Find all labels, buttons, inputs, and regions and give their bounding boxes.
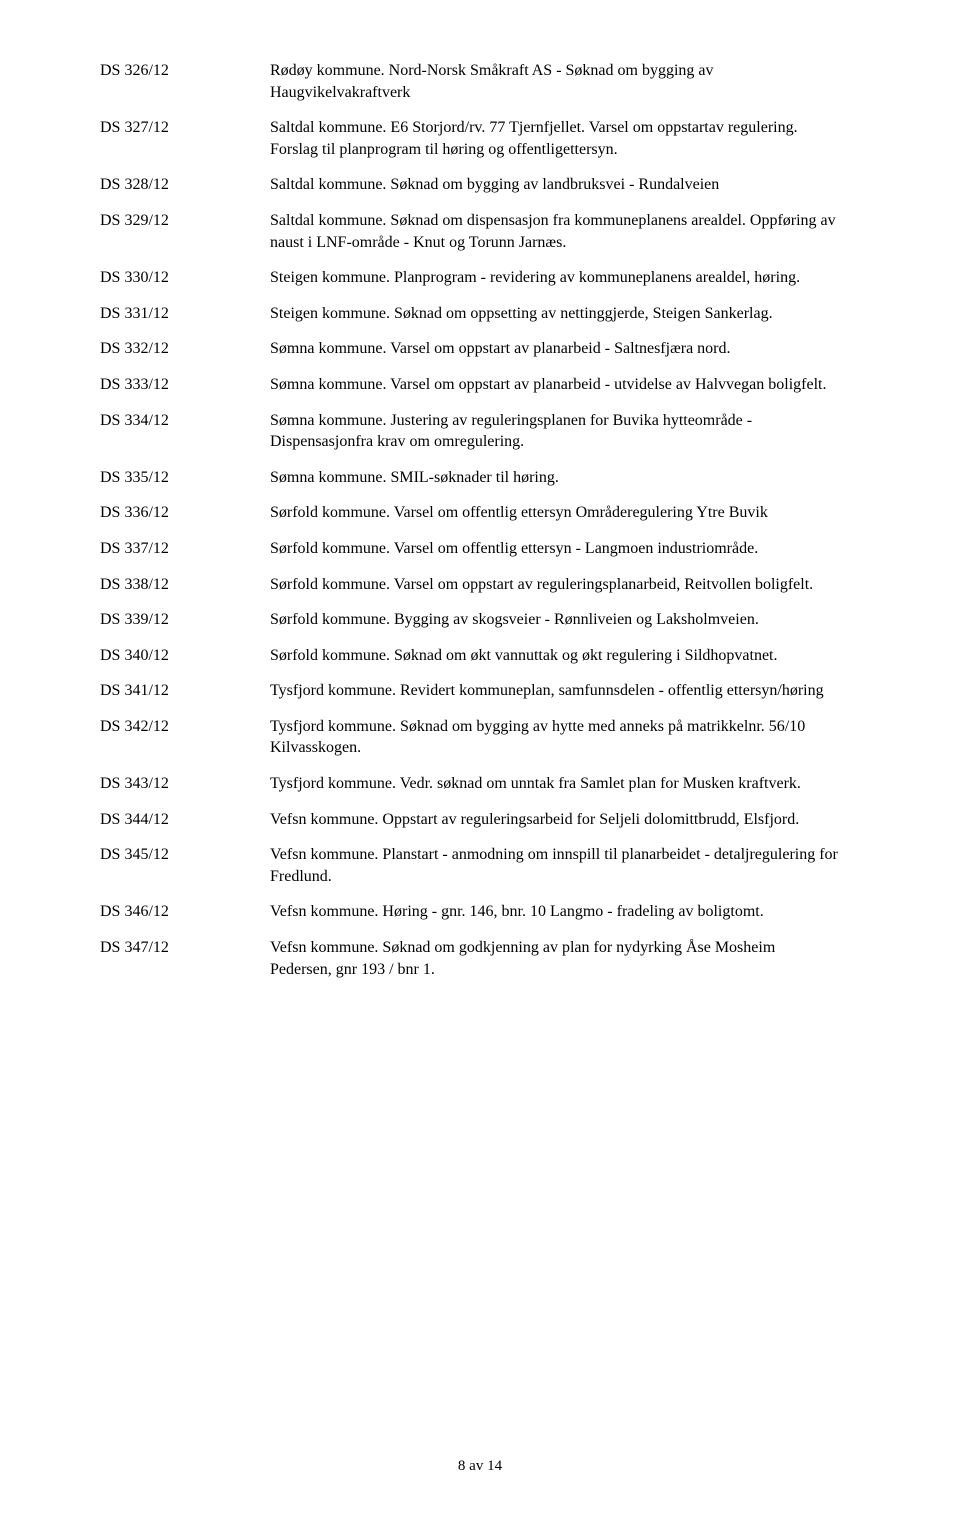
row-id: DS 338/12 bbox=[100, 574, 270, 596]
row-id: DS 340/12 bbox=[100, 645, 270, 667]
row-description: Vefsn kommune. Planstart - anmodning om … bbox=[270, 844, 860, 887]
row-id: DS 341/12 bbox=[100, 680, 270, 702]
row-id: DS 343/12 bbox=[100, 773, 270, 795]
row-description: Rødøy kommune. Nord-Norsk Småkraft AS - … bbox=[270, 60, 860, 103]
table-row: DS 327/12Saltdal kommune. E6 Storjord/rv… bbox=[100, 117, 860, 160]
row-description: Sømna kommune. Varsel om oppstart av pla… bbox=[270, 374, 860, 396]
row-description: Tysfjord kommune. Revidert kommuneplan, … bbox=[270, 680, 860, 702]
table-row: DS 330/12Steigen kommune. Planprogram - … bbox=[100, 267, 860, 289]
page-footer: 8 av 14 bbox=[0, 1456, 960, 1476]
row-description: Sørfold kommune. Varsel om oppstart av r… bbox=[270, 574, 860, 596]
row-description: Tysfjord kommune. Vedr. søknad om unntak… bbox=[270, 773, 860, 795]
table-row: DS 326/12Rødøy kommune. Nord-Norsk Småkr… bbox=[100, 60, 860, 103]
row-id: DS 334/12 bbox=[100, 410, 270, 432]
row-id: DS 328/12 bbox=[100, 174, 270, 196]
table-row: DS 347/12Vefsn kommune. Søknad om godkje… bbox=[100, 937, 860, 980]
row-id: DS 329/12 bbox=[100, 210, 270, 232]
row-description: Saltdal kommune. E6 Storjord/rv. 77 Tjer… bbox=[270, 117, 860, 160]
row-id: DS 333/12 bbox=[100, 374, 270, 396]
row-id: DS 336/12 bbox=[100, 502, 270, 524]
table-row: DS 342/12Tysfjord kommune. Søknad om byg… bbox=[100, 716, 860, 759]
table-row: DS 333/12Sømna kommune. Varsel om oppsta… bbox=[100, 374, 860, 396]
table-row: DS 329/12Saltdal kommune. Søknad om disp… bbox=[100, 210, 860, 253]
row-id: DS 326/12 bbox=[100, 60, 270, 82]
row-description: Sørfold kommune. Varsel om offentlig ett… bbox=[270, 538, 860, 560]
document-rows: DS 326/12Rødøy kommune. Nord-Norsk Småkr… bbox=[100, 60, 860, 980]
row-description: Vefsn kommune. Oppstart av reguleringsar… bbox=[270, 809, 860, 831]
table-row: DS 328/12Saltdal kommune. Søknad om bygg… bbox=[100, 174, 860, 196]
table-row: DS 334/12Sømna kommune. Justering av reg… bbox=[100, 410, 860, 453]
row-description: Saltdal kommune. Søknad om bygging av la… bbox=[270, 174, 860, 196]
row-id: DS 335/12 bbox=[100, 467, 270, 489]
row-id: DS 331/12 bbox=[100, 303, 270, 325]
table-row: DS 339/12Sørfold kommune. Bygging av sko… bbox=[100, 609, 860, 631]
row-description: Sørfold kommune. Søknad om økt vannuttak… bbox=[270, 645, 860, 667]
table-row: DS 345/12Vefsn kommune. Planstart - anmo… bbox=[100, 844, 860, 887]
row-description: Vefsn kommune. Høring - gnr. 146, bnr. 1… bbox=[270, 901, 860, 923]
row-id: DS 347/12 bbox=[100, 937, 270, 959]
row-description: Steigen kommune. Søknad om oppsetting av… bbox=[270, 303, 860, 325]
table-row: DS 338/12Sørfold kommune. Varsel om opps… bbox=[100, 574, 860, 596]
table-row: DS 331/12Steigen kommune. Søknad om opps… bbox=[100, 303, 860, 325]
row-description: Sømna kommune. Varsel om oppstart av pla… bbox=[270, 338, 860, 360]
table-row: DS 335/12Sømna kommune. SMIL-søknader ti… bbox=[100, 467, 860, 489]
row-id: DS 339/12 bbox=[100, 609, 270, 631]
table-row: DS 344/12Vefsn kommune. Oppstart av regu… bbox=[100, 809, 860, 831]
row-id: DS 337/12 bbox=[100, 538, 270, 560]
table-row: DS 341/12Tysfjord kommune. Revidert komm… bbox=[100, 680, 860, 702]
row-description: Steigen kommune. Planprogram - reviderin… bbox=[270, 267, 860, 289]
row-description: Saltdal kommune. Søknad om dispensasjon … bbox=[270, 210, 860, 253]
row-description: Tysfjord kommune. Søknad om bygging av h… bbox=[270, 716, 860, 759]
row-id: DS 327/12 bbox=[100, 117, 270, 139]
row-id: DS 344/12 bbox=[100, 809, 270, 831]
row-description: Sørfold kommune. Varsel om offentlig ett… bbox=[270, 502, 860, 524]
table-row: DS 332/12Sømna kommune. Varsel om oppsta… bbox=[100, 338, 860, 360]
row-id: DS 346/12 bbox=[100, 901, 270, 923]
table-row: DS 337/12Sørfold kommune. Varsel om offe… bbox=[100, 538, 860, 560]
row-id: DS 342/12 bbox=[100, 716, 270, 738]
row-description: Sømna kommune. SMIL-søknader til høring. bbox=[270, 467, 860, 489]
page: DS 326/12Rødøy kommune. Nord-Norsk Småkr… bbox=[0, 0, 960, 1516]
row-description: Sømna kommune. Justering av reguleringsp… bbox=[270, 410, 860, 453]
row-description: Sørfold kommune. Bygging av skogsveier -… bbox=[270, 609, 860, 631]
row-id: DS 345/12 bbox=[100, 844, 270, 866]
row-description: Vefsn kommune. Søknad om godkjenning av … bbox=[270, 937, 860, 980]
table-row: DS 346/12Vefsn kommune. Høring - gnr. 14… bbox=[100, 901, 860, 923]
table-row: DS 340/12Sørfold kommune. Søknad om økt … bbox=[100, 645, 860, 667]
table-row: DS 343/12Tysfjord kommune. Vedr. søknad … bbox=[100, 773, 860, 795]
table-row: DS 336/12Sørfold kommune. Varsel om offe… bbox=[100, 502, 860, 524]
row-id: DS 332/12 bbox=[100, 338, 270, 360]
row-id: DS 330/12 bbox=[100, 267, 270, 289]
